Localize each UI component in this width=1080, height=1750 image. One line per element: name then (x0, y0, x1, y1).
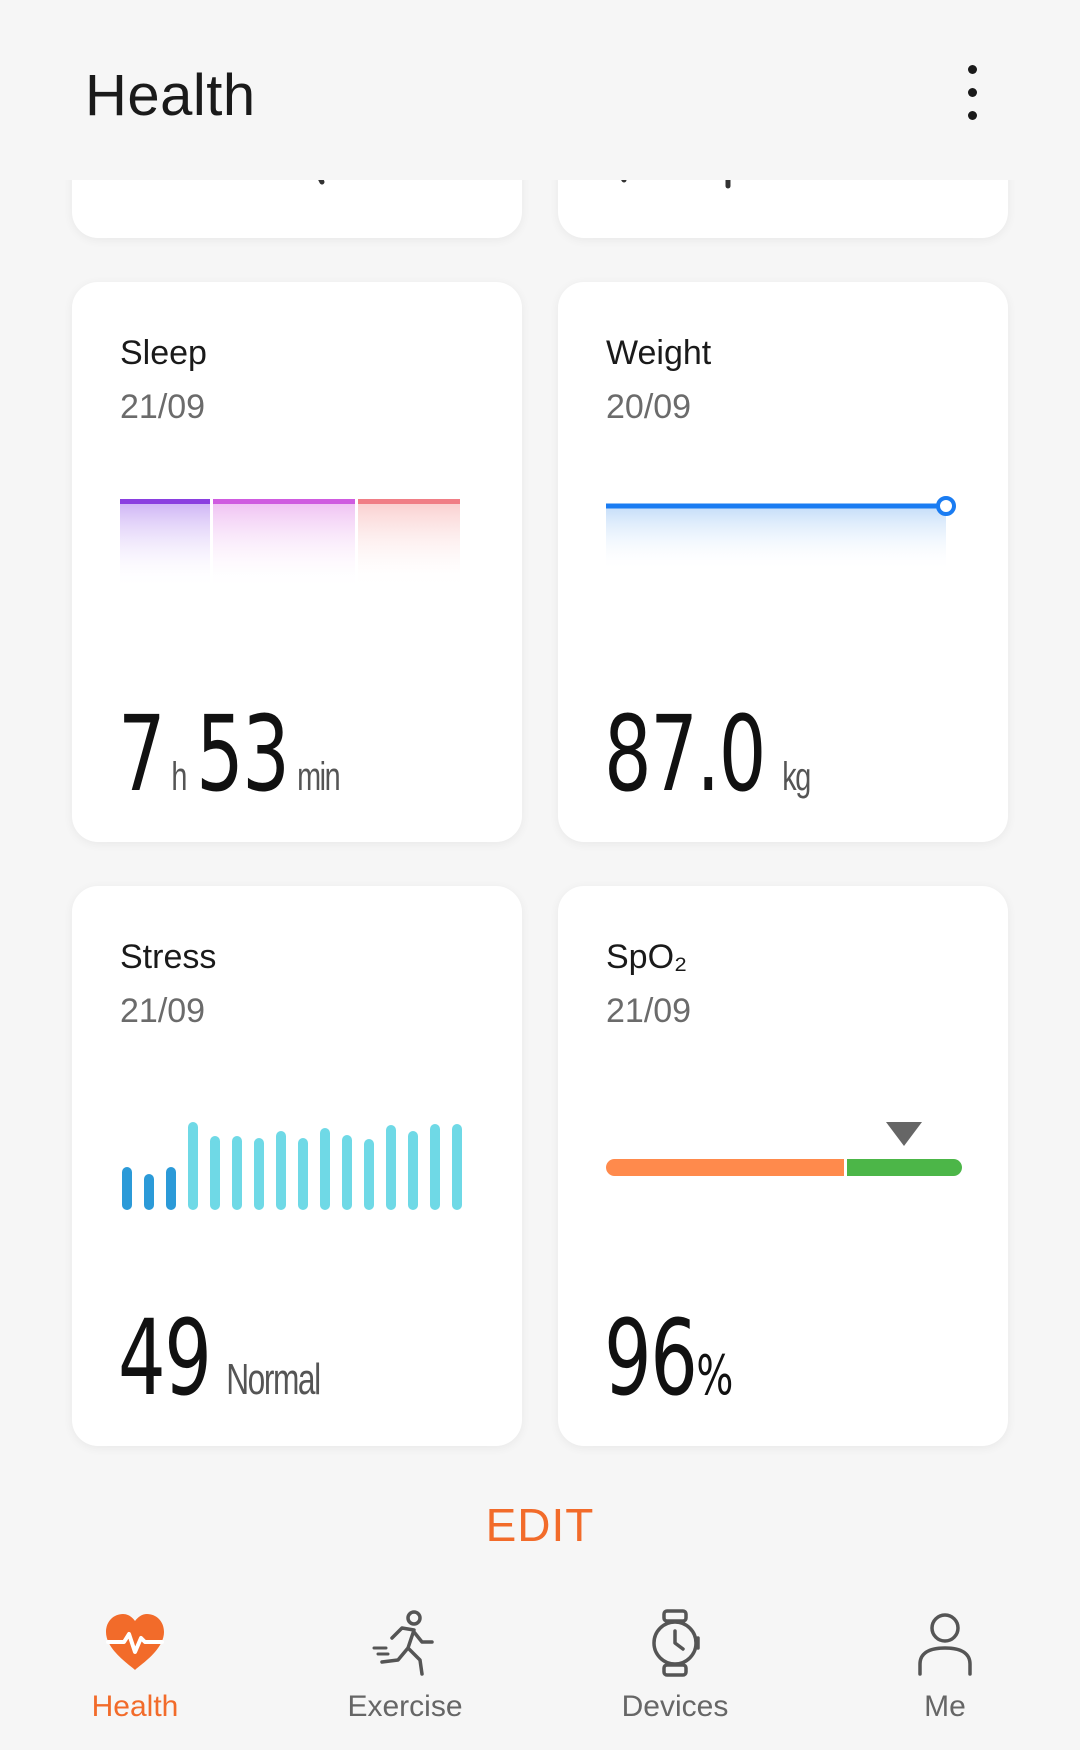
card-date: 20/09 (606, 388, 692, 426)
nav-item-devices[interactable]: Devices (540, 1580, 810, 1750)
sleep-card[interactable]: Sleep 21/09 (72, 282, 522, 842)
page-title: Health (85, 63, 256, 128)
card-date: 21/09 (606, 992, 692, 1030)
heart-pulse-icon (106, 1614, 164, 1670)
stress-value: 49 (118, 1297, 212, 1419)
sleep-hours: 7 (118, 693, 166, 815)
stress-bar (298, 1138, 308, 1210)
spo2-range-bar (606, 1122, 962, 1176)
more-dot (968, 111, 977, 120)
stress-bar (276, 1131, 286, 1210)
app-header: Health (0, 0, 1080, 180)
stress-value-row: 49 Normal (118, 1306, 321, 1410)
spo2-marker-icon (886, 1122, 922, 1146)
card-date: 21/09 (120, 992, 206, 1030)
person-icon (918, 1613, 972, 1676)
sleep-hours-unit: h (171, 755, 187, 799)
weight-area (606, 506, 946, 571)
nav-item-me[interactable]: Me (810, 1580, 1080, 1750)
running-icon (372, 1610, 434, 1676)
nav-item-exercise[interactable]: Exercise (270, 1580, 540, 1750)
nav-label: Exercise (347, 1690, 463, 1723)
weight-trend-chart (606, 496, 956, 571)
stress-status: Normal (226, 1355, 321, 1404)
bottom-navigation: Health Exercise Devices (0, 1580, 1080, 1750)
sleep-stage-deep (120, 499, 210, 589)
card-title: Weight (606, 334, 712, 372)
spo2-unit: % (696, 1344, 733, 1407)
sleep-stage-rem (358, 499, 460, 589)
weight-value-row: 87.0 kg (604, 702, 811, 806)
stress-bar (320, 1128, 330, 1210)
stress-bar (386, 1125, 396, 1210)
nav-item-health[interactable]: Health (0, 1580, 270, 1750)
stress-bar-chart (122, 1122, 462, 1210)
weight-unit: kg (782, 755, 811, 799)
card-date: 21/09 (120, 388, 206, 426)
weight-value: 87.0 (604, 693, 766, 815)
more-options-button[interactable] (940, 55, 1004, 135)
sleep-minutes-unit: min (297, 755, 341, 799)
more-dot (968, 88, 977, 97)
watch-icon (652, 1609, 700, 1677)
card-title: Sleep (120, 334, 207, 372)
nav-label: Me (924, 1690, 966, 1723)
stress-bar (430, 1124, 440, 1210)
spo2-normal-range (847, 1159, 962, 1176)
spo2-card[interactable]: SpO₂ 21/09 96% (558, 886, 1008, 1446)
nav-label: Health (91, 1690, 179, 1723)
stress-bar (144, 1174, 154, 1210)
card-title: SpO₂ (606, 938, 688, 976)
stress-bar (342, 1135, 352, 1210)
stress-bar (254, 1138, 264, 1210)
nav-label: Devices (621, 1690, 729, 1723)
edit-button[interactable]: EDIT (485, 1499, 595, 1551)
more-dot (968, 65, 977, 74)
stress-bar (232, 1136, 242, 1210)
stress-bar (408, 1131, 418, 1210)
spo2-value-row: 96% (604, 1306, 733, 1410)
sleep-minutes: 53 (196, 693, 290, 815)
stress-bar (188, 1122, 198, 1210)
sleep-duration: 7 h53 min (118, 702, 341, 806)
sleep-stages-chart (120, 499, 460, 589)
cards-scroll-area[interactable]: Sleep 21/09 (0, 0, 1080, 1580)
stress-bar (122, 1167, 132, 1210)
weight-card[interactable]: Weight 20/09 87.0 kg (558, 282, 1008, 842)
card-title: Stress (120, 938, 217, 976)
stress-bar (452, 1124, 462, 1210)
stress-card[interactable]: Stress 21/09 49 Normal (72, 886, 522, 1446)
sleep-stage-light (213, 499, 355, 589)
spo2-low-range (606, 1159, 844, 1176)
stress-bar (166, 1167, 176, 1210)
weight-point (936, 496, 956, 516)
stress-bar (210, 1136, 220, 1210)
stress-bar (364, 1139, 374, 1210)
spo2-value: 96 (604, 1297, 698, 1419)
